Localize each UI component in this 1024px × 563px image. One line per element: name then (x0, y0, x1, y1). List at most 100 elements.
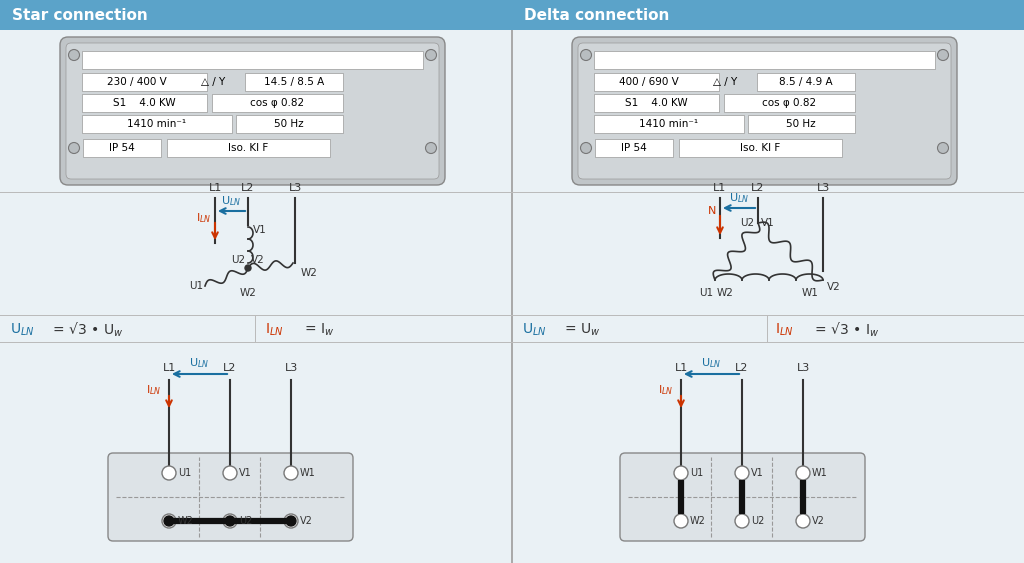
Text: L3: L3 (289, 183, 302, 193)
Text: V2: V2 (827, 282, 841, 292)
Text: Iso. KI F: Iso. KI F (740, 143, 780, 153)
Circle shape (162, 466, 176, 480)
Bar (595, 139, 673, 157)
Circle shape (223, 466, 237, 480)
Text: U2: U2 (751, 516, 764, 526)
Text: IP 54: IP 54 (110, 143, 135, 153)
Circle shape (938, 142, 948, 154)
Text: L2: L2 (752, 183, 765, 193)
Text: = √3 • I$_w$: = √3 • I$_w$ (810, 321, 880, 339)
Text: V1: V1 (751, 468, 764, 478)
Text: cos φ 0.82: cos φ 0.82 (250, 98, 304, 108)
Text: L1: L1 (208, 183, 221, 193)
Text: S1    4.0 KW: S1 4.0 KW (625, 98, 687, 108)
Circle shape (284, 514, 298, 528)
Text: W2: W2 (690, 516, 706, 526)
Text: 1410 min⁻¹: 1410 min⁻¹ (127, 119, 186, 129)
Circle shape (796, 514, 810, 528)
Bar (748, 115, 855, 133)
Circle shape (284, 466, 298, 480)
Text: U1: U1 (188, 281, 203, 291)
Text: W2: W2 (240, 288, 256, 298)
Bar (82, 115, 232, 133)
Text: U$_{LN}$: U$_{LN}$ (10, 322, 35, 338)
Text: L3: L3 (285, 363, 298, 373)
Text: W2: W2 (301, 268, 317, 278)
Text: 400 / 690 V: 400 / 690 V (620, 77, 679, 87)
Bar (0, 315, 512, 316)
Text: I$_{LN}$: I$_{LN}$ (775, 322, 794, 338)
Bar (0, 342, 512, 343)
Text: V2: V2 (300, 516, 313, 526)
Circle shape (735, 514, 749, 528)
Text: I$_{LN}$: I$_{LN}$ (145, 383, 161, 397)
Text: △ / Y: △ / Y (713, 77, 737, 87)
Text: 50 Hz: 50 Hz (274, 119, 304, 129)
Circle shape (69, 142, 80, 154)
Bar (594, 51, 935, 69)
Circle shape (223, 514, 237, 528)
Bar (594, 73, 719, 91)
Text: L1: L1 (675, 363, 688, 373)
Text: L2: L2 (242, 183, 255, 193)
Text: = I$_w$: = I$_w$ (300, 322, 335, 338)
Text: U$_{LN}$: U$_{LN}$ (221, 194, 241, 208)
Text: W1: W1 (812, 468, 827, 478)
Text: L2: L2 (735, 363, 749, 373)
Text: U1: U1 (698, 288, 713, 298)
Text: U1: U1 (690, 468, 703, 478)
Bar (594, 115, 744, 133)
Text: △ / Y: △ / Y (201, 77, 225, 87)
Circle shape (938, 50, 948, 60)
Text: L2: L2 (223, 363, 237, 373)
Text: U2: U2 (239, 516, 252, 526)
Text: 50 Hz: 50 Hz (786, 119, 816, 129)
Bar (512, 342, 1024, 343)
Text: V1: V1 (253, 225, 266, 235)
Bar (82, 51, 423, 69)
Bar (679, 139, 842, 157)
Text: U2: U2 (230, 255, 245, 265)
Text: U$_{LN}$: U$_{LN}$ (700, 356, 721, 370)
Text: cos φ 0.82: cos φ 0.82 (762, 98, 816, 108)
Text: W1: W1 (300, 468, 315, 478)
Circle shape (796, 466, 810, 480)
Bar (245, 73, 343, 91)
Text: U$_{LN}$: U$_{LN}$ (522, 322, 547, 338)
Bar (0, 191, 512, 193)
Bar (0, 0, 512, 30)
Text: I$_{LN}$: I$_{LN}$ (265, 322, 284, 338)
FancyBboxPatch shape (108, 453, 353, 541)
Text: V2: V2 (251, 255, 265, 265)
Text: I$_{LN}$: I$_{LN}$ (196, 211, 211, 225)
Text: L3: L3 (816, 183, 829, 193)
Text: IP 54: IP 54 (622, 143, 647, 153)
Bar (512, 191, 1024, 193)
Circle shape (164, 516, 174, 526)
Bar (82, 94, 207, 112)
Text: 230 / 400 V: 230 / 400 V (108, 77, 167, 87)
Text: S1    4.0 KW: S1 4.0 KW (113, 98, 175, 108)
Bar (512, 315, 1024, 316)
Circle shape (581, 50, 592, 60)
Text: Delta connection: Delta connection (524, 7, 670, 23)
Text: W1: W1 (802, 288, 819, 298)
Text: L1: L1 (714, 183, 727, 193)
Circle shape (225, 516, 234, 526)
Bar (83, 139, 161, 157)
Bar (512, 0, 1024, 30)
Text: L1: L1 (163, 363, 176, 373)
Text: = U$_w$: = U$_w$ (560, 322, 601, 338)
Text: 1410 min⁻¹: 1410 min⁻¹ (639, 119, 698, 129)
Circle shape (426, 50, 436, 60)
Text: Star connection: Star connection (12, 7, 147, 23)
Circle shape (245, 265, 251, 271)
Bar (724, 94, 855, 112)
Text: U1: U1 (178, 468, 191, 478)
Text: L3: L3 (797, 363, 810, 373)
Text: U2: U2 (740, 218, 754, 228)
Text: V2: V2 (812, 516, 825, 526)
Text: W2: W2 (717, 288, 734, 298)
Circle shape (674, 466, 688, 480)
Bar (167, 139, 330, 157)
